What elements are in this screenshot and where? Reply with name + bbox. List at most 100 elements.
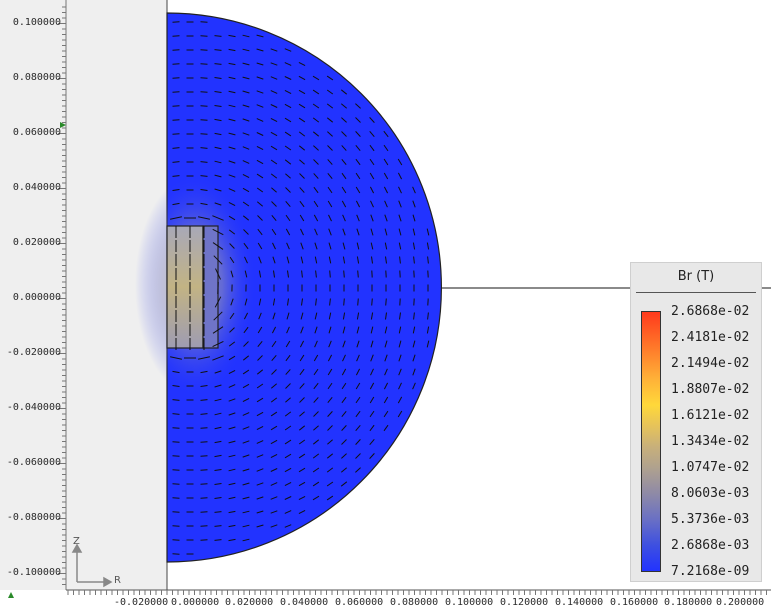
field-arrow [383, 144, 389, 152]
field-arrow [328, 340, 332, 348]
field-arrow [399, 312, 401, 320]
field-arrow [228, 369, 236, 375]
field-arrow [412, 228, 416, 236]
field-arrow [242, 482, 250, 486]
field-arrow [214, 454, 222, 458]
field-arrow [412, 326, 416, 334]
field-arrow [258, 270, 262, 278]
field-arrow [398, 242, 402, 250]
field-arrow [229, 327, 235, 333]
field-arrow [270, 145, 278, 151]
field-arrow [242, 355, 250, 361]
field-arrow [272, 312, 276, 320]
field-arrow [228, 118, 236, 122]
field-arrow [228, 132, 236, 136]
field-arrow [256, 90, 264, 94]
field-arrow [270, 173, 278, 179]
field-arrow [384, 326, 388, 334]
field-arrow [327, 439, 333, 445]
field-arrow [399, 256, 401, 264]
field-arrow [314, 340, 318, 348]
field-arrow [284, 411, 292, 417]
field-arrow [228, 510, 236, 514]
field-arrow [341, 396, 347, 404]
field-arrow [242, 496, 250, 500]
field-arrow [214, 77, 222, 79]
field-arrow [355, 396, 361, 404]
field-arrow [228, 215, 236, 221]
field-arrow [198, 216, 210, 220]
field-arrow [214, 202, 222, 206]
field-arrow [342, 242, 346, 250]
field-arrow [257, 326, 263, 334]
field-arrow [200, 175, 208, 177]
field-arrow [172, 413, 180, 415]
field-arrow [284, 467, 292, 473]
field-arrows [170, 21, 430, 555]
field-arrow [300, 256, 304, 264]
field-arrow [412, 186, 416, 194]
field-arrow [172, 133, 180, 135]
field-arrow [228, 90, 236, 94]
field-arrow [170, 216, 182, 220]
field-arrow [369, 410, 375, 418]
field-arrow [270, 76, 278, 80]
field-arrow [355, 144, 361, 152]
field-arrow [198, 356, 210, 360]
field-arrow [298, 131, 306, 137]
field-arrow [214, 497, 222, 499]
field-arrow [313, 397, 319, 403]
field-arrow [257, 340, 263, 348]
color-legend[interactable]: Br (T) 2.6868e-02 2.4181e-02 2.1494e-02 … [630, 262, 762, 582]
origin-marker-icon [8, 592, 14, 598]
field-arrow [369, 438, 375, 446]
field-arrow [342, 214, 346, 222]
field-arrow [214, 35, 222, 37]
field-arrow [256, 159, 264, 165]
field-arrow [271, 228, 277, 236]
field-arrow [256, 411, 264, 417]
field-arrow [312, 453, 320, 459]
field-arrow [228, 104, 236, 108]
legend-tick: 2.4181e-02 [671, 330, 750, 345]
field-arrow [312, 117, 320, 123]
x-tick-label: 0.120000 [500, 597, 549, 608]
field-arrow [315, 298, 317, 306]
field-arrow [242, 48, 250, 52]
field-arrow [343, 298, 345, 306]
field-arrow [228, 454, 236, 458]
field-arrow [258, 312, 262, 320]
field-arrow [214, 412, 222, 416]
field-arrow [285, 173, 291, 179]
field-arrow [355, 424, 361, 432]
field-arrow [172, 469, 180, 471]
field-arrow [242, 104, 250, 108]
field-arrow [284, 117, 292, 123]
field-arrow [384, 340, 388, 348]
field-arrow [271, 340, 277, 348]
field-arrow [214, 132, 222, 136]
field-arrow [256, 132, 264, 136]
field-arrow [328, 312, 332, 320]
field-arrow [214, 398, 222, 402]
field-arrow [242, 132, 250, 136]
field-arrow [313, 354, 319, 362]
field-arrow [342, 340, 346, 348]
field-arrow [270, 131, 278, 137]
field-arrow [256, 425, 264, 431]
field-arrow [369, 130, 375, 138]
field-arrow [256, 383, 264, 389]
field-arrow [356, 256, 360, 264]
field-arrow [298, 495, 306, 501]
field-arrow [327, 172, 333, 180]
field-arrow [172, 370, 180, 374]
field-arrow [200, 202, 208, 206]
field-arrow [284, 425, 292, 431]
field-arrow [313, 145, 319, 151]
field-arrow [228, 146, 236, 150]
field-arrow [214, 483, 222, 485]
field-arrow [312, 467, 320, 473]
field-arrow [328, 242, 332, 250]
field-arrow [285, 200, 291, 208]
